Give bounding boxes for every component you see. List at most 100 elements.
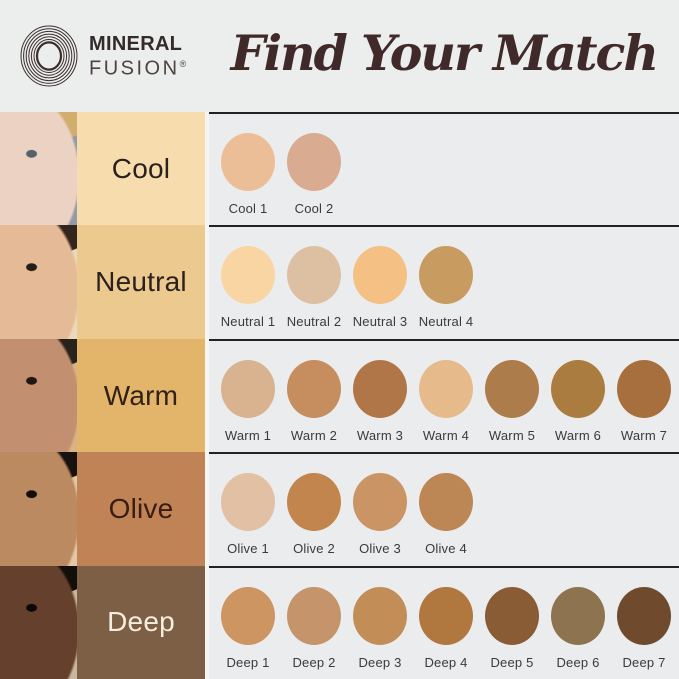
shade-swatch-label: Warm 3 (356, 427, 404, 443)
shade-swatch-dot (221, 133, 275, 191)
shade-swatch-dot (551, 586, 605, 645)
shade-row-deep: Deep Deep 1 Deep 2 Deep 3 Deep 4 Deep 5 Deep 6… (0, 565, 679, 679)
brand-name-line2: FUSION® (89, 57, 187, 80)
shade-swatch-dot (419, 586, 473, 645)
model-face-photo-deep (0, 565, 77, 679)
shade-swatch-dot (419, 246, 473, 305)
header: MINERAL FUSION® Find Your Match (0, 0, 679, 112)
shade-family-label: Olive (108, 492, 174, 524)
shade-swatch-label: Deep 7 (622, 654, 666, 670)
column-gap (205, 112, 209, 226)
shade-family-label-block-deep: Deep (77, 565, 205, 679)
shade-swatch: Olive 3 (347, 454, 413, 556)
shade-swatch-dot (485, 359, 539, 418)
shade-swatch-label: Warm 5 (488, 427, 536, 443)
shade-swatch: Olive 4 (413, 454, 479, 556)
shade-swatch-dot (353, 586, 407, 645)
shade-swatch: Cool 2 (281, 114, 347, 216)
shade-swatch-label: Deep 1 (226, 654, 270, 670)
shade-swatch-label: Warm 6 (554, 427, 602, 443)
shade-swatch-dot (287, 133, 341, 191)
shade-swatch: Olive 1 (215, 454, 281, 556)
shade-swatch-label: Deep 4 (424, 654, 468, 670)
swatch-panel-olive: Olive 1 Olive 2 Olive 3 Olive 4 (209, 452, 679, 566)
shade-swatch-dot (551, 359, 605, 418)
swatch-panel-deep: Deep 1 Deep 2 Deep 3 Deep 4 Deep 5 Deep 6 Deep… (209, 565, 679, 679)
shade-swatch-dot (287, 473, 341, 532)
shade-swatch: Warm 5 (479, 341, 545, 443)
swatch-panel-warm: Warm 1 Warm 2 Warm 3 Warm 4 Warm 5 Warm 6 Warm… (209, 338, 679, 453)
shade-swatch: Deep 4 (413, 568, 479, 670)
swatch-panel-neutral: Neutral 1 Neutral 2 Neutral 3 Neutral 4 (209, 225, 679, 339)
shade-swatch-label: Deep 5 (490, 654, 534, 670)
shade-swatch: Warm 1 (215, 341, 281, 443)
shade-swatch: Deep 1 (215, 568, 281, 670)
shade-swatch: Warm 7 (611, 341, 677, 443)
shade-swatch-dot (485, 586, 539, 645)
shade-swatch-dot (419, 359, 473, 418)
model-face-photo-neutral (0, 225, 77, 339)
registered-mark: ® (179, 58, 187, 69)
shade-rows: Cool Cool 1 Cool 2 Neutral Neutral 1 Neutral … (0, 112, 679, 679)
brand-name-line1: MINERAL (89, 32, 183, 55)
shade-swatch-label: Olive 2 (293, 541, 335, 557)
shade-family-label-block-cool: Cool (77, 112, 205, 226)
shade-swatch-dot (419, 473, 473, 532)
shade-family-label-block-olive: Olive (77, 452, 205, 566)
shade-swatch-dot (287, 246, 341, 305)
shade-swatch: Deep 6 (545, 568, 611, 670)
model-face-photo-warm (0, 338, 77, 453)
column-gap (205, 338, 209, 453)
shade-swatch: Deep 5 (479, 568, 545, 670)
shade-swatch-label: Neutral 1 (220, 314, 276, 330)
shade-swatch-dot (221, 359, 275, 418)
shade-swatch-label: Neutral 3 (352, 314, 408, 330)
column-gap (205, 565, 209, 679)
shade-swatch-dot (221, 246, 275, 305)
model-face-photo-olive (0, 452, 77, 566)
shade-swatch-label: Olive 3 (359, 541, 401, 557)
shade-swatch: Warm 3 (347, 341, 413, 443)
shade-swatch-label: Neutral 4 (418, 314, 474, 330)
shade-row-neutral: Neutral Neutral 1 Neutral 2 Neutral 3 Neutra… (0, 225, 679, 339)
shade-swatch-dot (221, 586, 275, 645)
shade-swatch: Neutral 1 (215, 227, 281, 329)
shade-swatch: Neutral 2 (281, 227, 347, 329)
shade-family-label: Deep (107, 606, 175, 638)
model-face-photo-cool (0, 112, 77, 226)
shade-swatch-dot (353, 473, 407, 532)
shade-swatch-dot (617, 586, 671, 645)
shade-swatch-label: Warm 7 (620, 427, 668, 443)
shade-swatch-dot (353, 359, 407, 418)
shade-row-cool: Cool Cool 1 Cool 2 (0, 112, 679, 226)
shade-row-warm: Warm Warm 1 Warm 2 Warm 3 Warm 4 Warm 5 Warm 6… (0, 338, 679, 453)
shade-swatch: Deep 2 (281, 568, 347, 670)
shade-swatch-label: Deep 2 (292, 654, 336, 670)
page-title: Find Your Match (230, 24, 659, 82)
shade-swatch-label: Olive 4 (425, 541, 467, 557)
brand-wordmark: MINERAL FUSION® (89, 34, 186, 79)
shade-swatch: Olive 2 (281, 454, 347, 556)
shade-swatch-dot (287, 359, 341, 418)
shade-swatch-label: Cool 2 (294, 201, 334, 216)
shade-swatch-dot (221, 473, 275, 532)
brand-logo: MINERAL FUSION® (18, 23, 186, 89)
shade-swatch-label: Warm 1 (224, 427, 272, 443)
shade-family-label: Warm (103, 379, 179, 411)
shade-swatch-label: Deep 6 (556, 654, 600, 670)
shade-family-label: Neutral (95, 266, 187, 298)
shade-swatch-label: Cool 1 (228, 201, 268, 216)
shade-swatch: Warm 2 (281, 341, 347, 443)
logo-rings-icon (18, 23, 80, 89)
shade-swatch-dot (287, 586, 341, 645)
shade-swatch-label: Deep 3 (358, 654, 402, 670)
shade-family-label-block-warm: Warm (77, 338, 205, 453)
shade-swatch-label: Warm 2 (290, 427, 338, 443)
column-gap (205, 452, 209, 566)
shade-swatch: Warm 4 (413, 341, 479, 443)
swatch-panel-cool: Cool 1 Cool 2 (209, 112, 679, 226)
shade-swatch-dot (617, 359, 671, 418)
shade-swatch: Neutral 4 (413, 227, 479, 329)
shade-family-label-block-neutral: Neutral (77, 225, 205, 339)
